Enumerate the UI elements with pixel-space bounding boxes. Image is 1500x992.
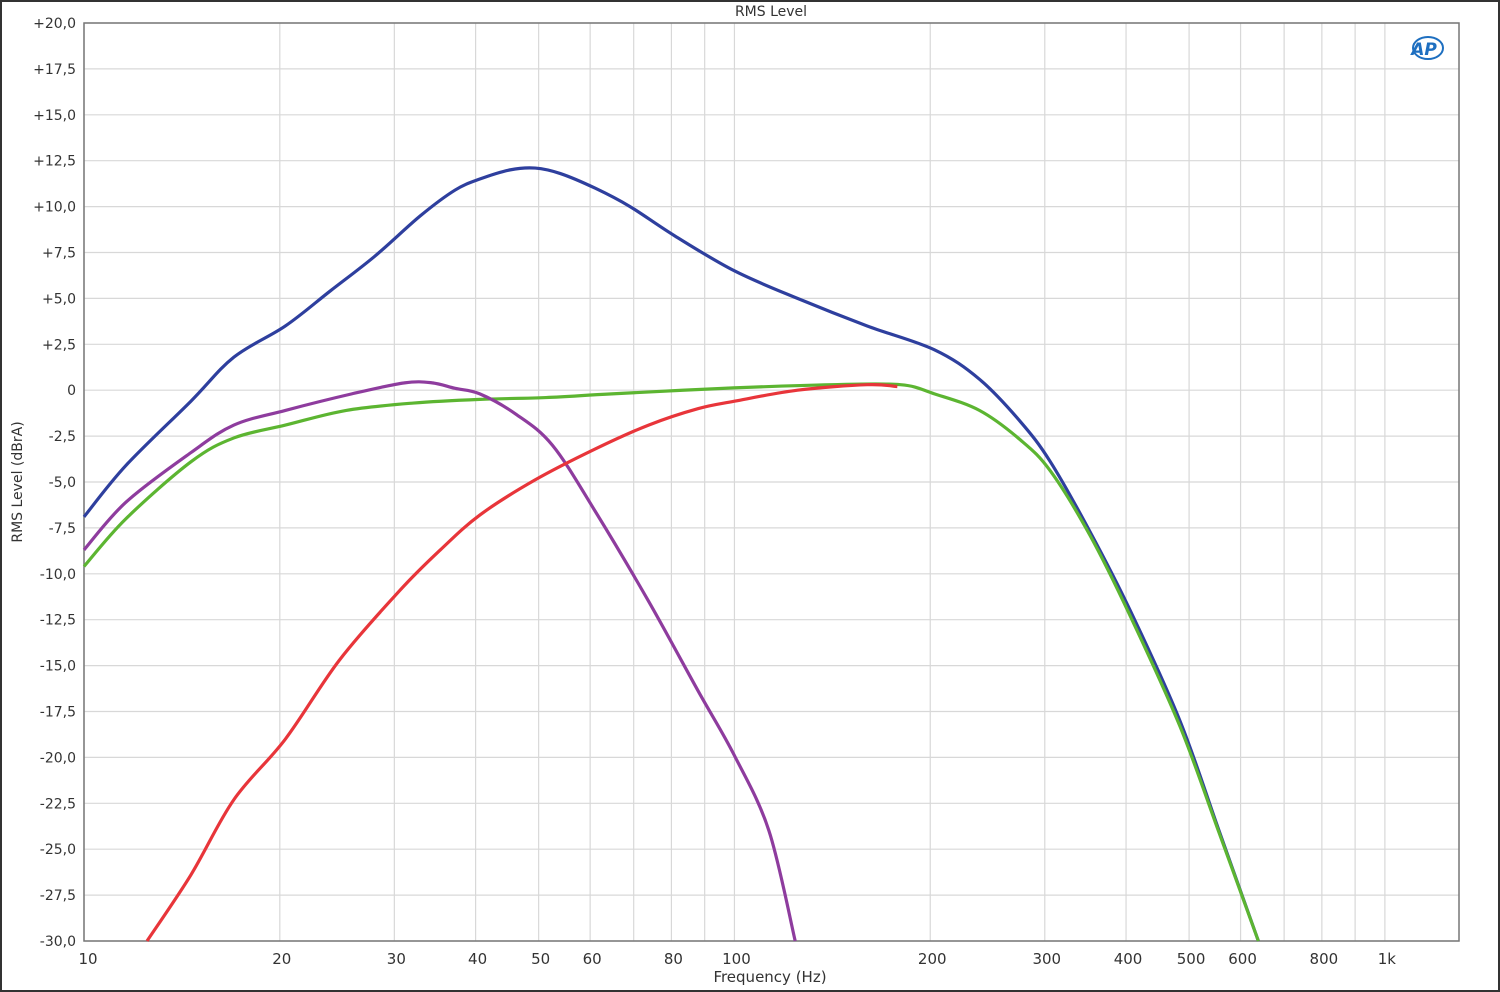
y-tick-label: -22,5 <box>40 796 76 812</box>
x-tick-label: 80 <box>664 950 683 968</box>
series-group <box>82 166 1260 942</box>
ap-logo: AP <box>1409 36 1444 60</box>
y-tick-label: +20,0 <box>33 16 76 32</box>
x-tick-label: 60 <box>583 950 602 968</box>
y-tick-label: -27,5 <box>40 888 76 904</box>
y-tick-label: -20,0 <box>40 750 76 766</box>
y-tick-label: -25,0 <box>40 842 76 858</box>
y-tick-label: -7,5 <box>49 521 76 537</box>
y-axis-label: RMS Level (dBrA) <box>10 421 26 542</box>
x-tick-label: 400 <box>1114 950 1143 968</box>
svg-text:AP: AP <box>1409 40 1437 60</box>
x-tick-label: 1k <box>1378 950 1397 968</box>
y-tick-label: -2,5 <box>49 429 76 445</box>
series-line-2 <box>82 382 1260 942</box>
x-tick-label: 40 <box>468 950 487 968</box>
y-axis-ticks: +20,0 +17,5 +15,0 +12,5 +10,0 +7,5 +5,0 +2,5 0 -2… <box>33 16 76 950</box>
plot-area-border <box>83 22 1460 942</box>
x-tick-label: 30 <box>387 950 406 968</box>
y-tick-label: -17,5 <box>40 705 76 721</box>
grid <box>83 22 1459 942</box>
x-tick-label: 20 <box>272 950 291 968</box>
x-axis-ticks: 10 20 30 40 50 60 80 100 200 300 400 500 600 800 1k <box>78 950 1396 968</box>
y-tick-label: -5,0 <box>49 475 76 491</box>
y-tick-label: +10,0 <box>33 200 76 216</box>
y-tick-label: -30,0 <box>40 934 76 950</box>
x-tick-label: 600 <box>1228 950 1257 968</box>
x-tick-label: 50 <box>531 950 550 968</box>
y-tick-label: +17,5 <box>33 62 76 78</box>
x-tick-label: 300 <box>1032 950 1061 968</box>
y-tick-label: +5,0 <box>42 291 76 307</box>
y-tick-label: +7,5 <box>42 246 76 262</box>
x-tick-label: 10 <box>78 950 97 968</box>
x-tick-label: 800 <box>1310 950 1339 968</box>
y-tick-label: +15,0 <box>33 108 76 124</box>
y-tick-label: 0 <box>67 383 76 399</box>
y-tick-label: -15,0 <box>40 659 76 675</box>
series-line-4 <box>145 382 898 942</box>
chart-title: RMS Level <box>735 4 807 20</box>
x-tick-label: 500 <box>1177 950 1206 968</box>
x-tick-label: 200 <box>918 950 947 968</box>
y-tick-label: +12,5 <box>33 154 76 170</box>
y-tick-label: +2,5 <box>42 337 76 353</box>
series-line-1 <box>82 166 1260 942</box>
series-line-3 <box>82 380 797 942</box>
x-tick-label: 100 <box>722 950 751 968</box>
y-tick-label: -12,5 <box>40 613 76 629</box>
x-axis-label: Frequency (Hz) <box>713 968 826 986</box>
y-tick-label: -10,0 <box>40 567 76 583</box>
